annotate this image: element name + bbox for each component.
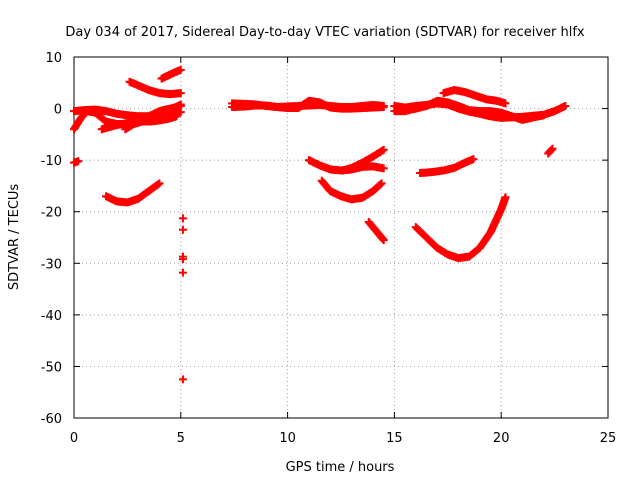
y-axis-label: SDTVAR / TECUs <box>7 184 22 291</box>
series-19 <box>411 193 510 263</box>
series-16 <box>390 96 548 124</box>
data-point <box>547 145 556 154</box>
y-tick-label: -30 <box>41 257 62 272</box>
x-tick-label: 10 <box>279 431 296 446</box>
series-14 <box>364 218 388 245</box>
x-axis-label: GPS time / hours <box>286 460 395 475</box>
y-tick-label: 0 <box>54 103 62 118</box>
data-point <box>176 89 185 98</box>
data-point <box>379 145 388 154</box>
series-3 <box>121 112 181 134</box>
x-tick-label: 25 <box>600 431 617 446</box>
x-tick-label: 5 <box>177 431 185 446</box>
data-point <box>379 164 388 173</box>
data-point <box>155 179 164 188</box>
series-5 <box>157 65 185 83</box>
x-tick-label: 0 <box>70 431 78 446</box>
data-point <box>178 268 187 277</box>
y-tick-label: -50 <box>41 360 62 375</box>
series-17 <box>439 86 510 108</box>
data-point <box>539 111 548 120</box>
series-7 <box>102 179 164 207</box>
data-points <box>70 65 570 384</box>
y-tick-label: -10 <box>41 154 62 169</box>
data-point <box>377 179 386 188</box>
data-point <box>178 255 187 264</box>
y-tick-label: -40 <box>41 309 62 324</box>
data-point <box>176 65 185 74</box>
data-point <box>501 99 510 108</box>
data-point <box>561 101 570 110</box>
data-point <box>548 144 557 153</box>
series-13 <box>317 176 386 204</box>
plot-frame <box>73 56 609 419</box>
series-12 <box>339 145 388 175</box>
y-tick-label: -60 <box>41 412 62 427</box>
series-20 <box>544 144 557 158</box>
data-point <box>469 155 478 164</box>
y-tick-label: -20 <box>41 206 62 221</box>
tick-labels: 0 5 10 15 20 25 -60 -50 -40 -30 -20 -10 0 10 <box>41 51 617 446</box>
series-18 <box>416 155 478 178</box>
series-4 <box>125 77 185 99</box>
data-point <box>178 375 187 384</box>
series-8 <box>178 214 187 384</box>
axes <box>73 56 609 419</box>
x-tick-label: 20 <box>493 431 510 446</box>
y-tick-label: 10 <box>45 51 62 66</box>
data-point <box>501 193 510 202</box>
data-point <box>176 100 185 109</box>
data-point <box>178 214 187 223</box>
data-point <box>379 103 388 112</box>
chart-title: Day 034 of 2017, Sidereal Day-to-day VTE… <box>65 25 585 40</box>
series-6 <box>70 157 83 167</box>
data-point <box>172 112 181 121</box>
data-point <box>74 157 83 166</box>
data-point <box>379 236 388 245</box>
x-tick-label: 15 <box>386 431 403 446</box>
series-10 <box>228 96 388 113</box>
data-point <box>178 225 187 234</box>
